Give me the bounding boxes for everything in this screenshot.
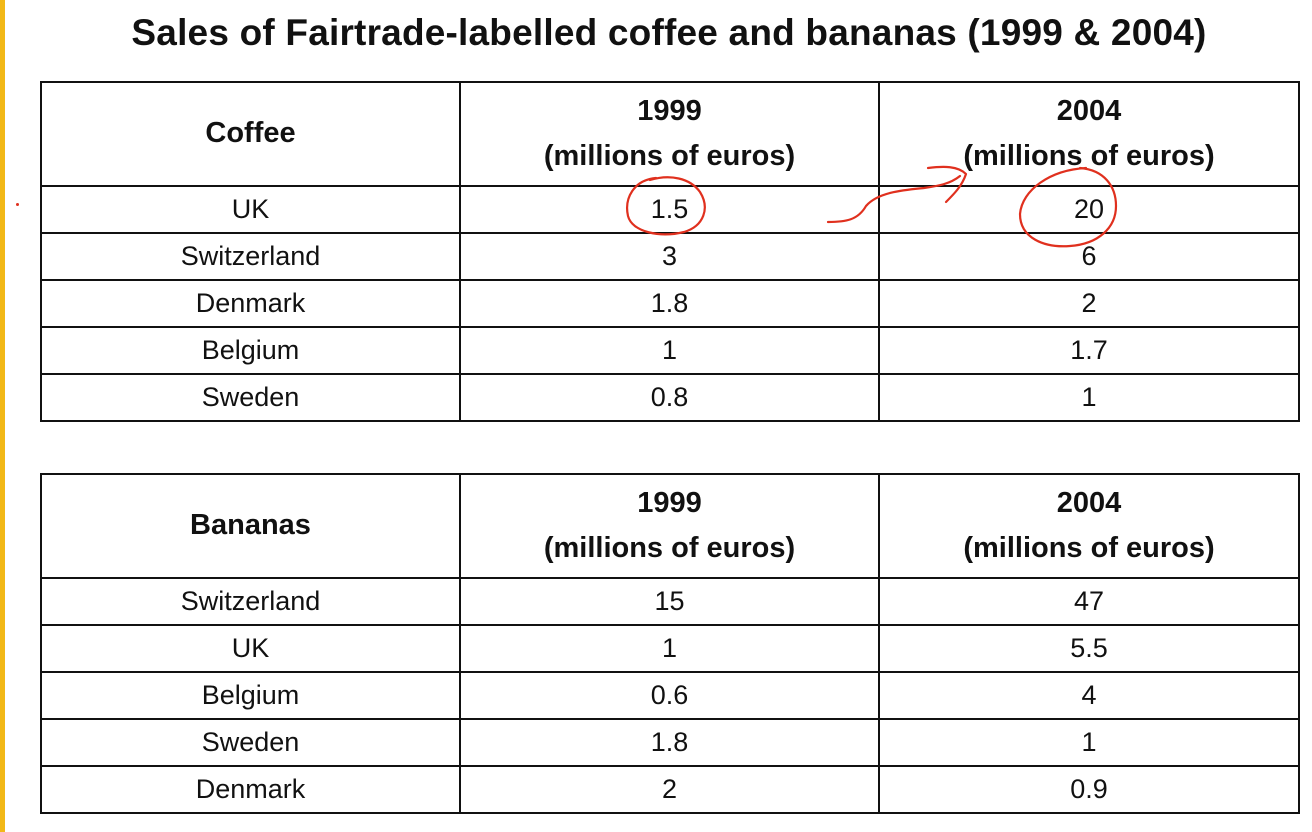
page-title: Sales of Fairtrade-labelled coffee and b… (131, 12, 1207, 53)
table-row: Sweden 0.8 1 (40, 373, 1300, 422)
table-header-row: Coffee 1999 (millions of euros) 2004 (mi… (40, 81, 1300, 187)
bananas-table-label: Bananas (40, 473, 461, 579)
value-2004-cell: 5.5 (878, 624, 1300, 673)
column-unit: (millions of euros) (963, 532, 1215, 564)
table-header-row: Bananas 1999 (millions of euros) 2004 (m… (40, 473, 1300, 579)
table-row: UK 1 5.5 (40, 624, 1300, 673)
country-cell: Sweden (40, 718, 461, 767)
table-row: UK 1.5 20 (40, 185, 1300, 234)
table-row: Belgium 0.6 4 (40, 671, 1300, 720)
table-row: Denmark 2 0.9 (40, 765, 1300, 814)
value-2004-cell: 6 (878, 232, 1300, 281)
country-cell: Belgium (40, 671, 461, 720)
column-unit: (millions of euros) (543, 140, 796, 172)
value-1999-cell: 1 (459, 326, 880, 375)
country-cell: Switzerland (40, 577, 461, 626)
column-year: 1999 (637, 487, 702, 519)
value-2004-cell: 1 (878, 373, 1300, 422)
value-1999-cell: 1.8 (459, 718, 880, 767)
column-header-2004: 2004 (millions of euros) (878, 473, 1300, 579)
value-2004-cell: 0.9 (878, 765, 1300, 814)
country-cell: Denmark (40, 765, 461, 814)
coffee-table-label: Coffee (40, 81, 461, 187)
value-1999-cell: 1 (459, 624, 880, 673)
column-header-2004: 2004 (millions of euros) (878, 81, 1300, 187)
table-row: Belgium 1 1.7 (40, 326, 1300, 375)
column-unit: (millions of euros) (543, 532, 796, 564)
column-unit: (millions of euros) (963, 140, 1215, 172)
column-header-1999: 1999 (millions of euros) (459, 473, 880, 579)
table-row: Switzerland 3 6 (40, 232, 1300, 281)
country-cell: Denmark (40, 279, 461, 328)
value-1999-cell: 3 (459, 232, 880, 281)
country-cell: Switzerland (40, 232, 461, 281)
coffee-table: Coffee 1999 (millions of euros) 2004 (mi… (40, 81, 1300, 422)
table-row: Denmark 1.8 2 (40, 279, 1300, 328)
value-1999-cell: 1.8 (459, 279, 880, 328)
value-2004-cell: 20 (878, 185, 1300, 234)
table-row: Sweden 1.8 1 (40, 718, 1300, 767)
column-header-1999: 1999 (millions of euros) (459, 81, 880, 187)
country-cell: UK (40, 624, 461, 673)
value-1999-cell: 2 (459, 765, 880, 814)
value-1999-cell: 1.5 (459, 185, 880, 234)
value-2004-cell: 2 (878, 279, 1300, 328)
column-year: 2004 (1056, 95, 1122, 127)
value-2004-cell: 1 (878, 718, 1300, 767)
value-2004-cell: 47 (878, 577, 1300, 626)
country-cell: Belgium (40, 326, 461, 375)
column-year: 1999 (637, 95, 702, 127)
value-1999-cell: 0.8 (459, 373, 880, 422)
value-2004-cell: 4 (878, 671, 1300, 720)
yellow-frame-edge (0, 0, 5, 832)
bananas-table: Bananas 1999 (millions of euros) 2004 (m… (40, 473, 1300, 814)
annotation-dot (16, 203, 19, 206)
country-cell: UK (40, 185, 461, 234)
country-cell: Sweden (40, 373, 461, 422)
value-1999-cell: 15 (459, 577, 880, 626)
column-year: 2004 (1056, 487, 1122, 519)
value-1999-cell: 0.6 (459, 671, 880, 720)
value-2004-cell: 1.7 (878, 326, 1300, 375)
table-row: Switzerland 15 47 (40, 577, 1300, 626)
